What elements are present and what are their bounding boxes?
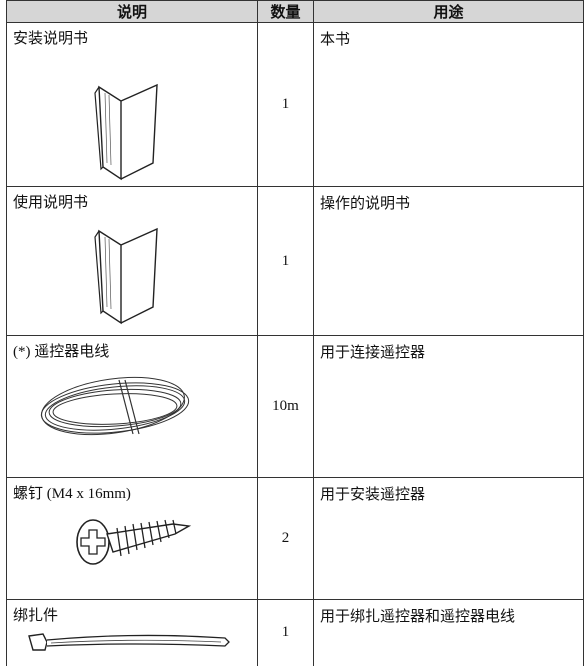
use-cell: 用于连接遥控器: [313, 335, 584, 478]
item-name: 绑扎件: [13, 608, 59, 624]
item-cell: 绑扎件: [6, 599, 258, 666]
item-cell: 使用说明书: [6, 186, 258, 336]
item-cell: 螺钉 (M4 x 16mm): [6, 477, 258, 600]
header-cell: 用途: [313, 0, 584, 23]
use-text: 操作的说明书: [320, 196, 411, 212]
cable-tie-icon: [28, 633, 230, 651]
header-cell: 数量: [257, 0, 314, 23]
header-cell: 说明: [6, 0, 258, 23]
item-name: (*) 遥控器电线: [13, 344, 110, 360]
header-row: 说明 数量 用途: [6, 0, 584, 23]
qty-cell: 2: [257, 477, 314, 600]
use-text: 用于安装遥控器: [320, 487, 426, 503]
item-cell: 安装说明书: [6, 22, 258, 187]
use-cell: 操作的说明书: [313, 186, 584, 336]
use-text: 用于绑扎遥控器和遥控器电线: [320, 609, 516, 625]
row: 安装说明书 1 本书: [6, 22, 584, 187]
booklet-icon: [94, 83, 158, 181]
accessory-table: 说明 数量 用途 安装说明书 1 本书 使用说明书 1 操作的说明书 (*) 遥…: [6, 0, 584, 666]
row: (*) 遥控器电线 10m 用于连接遥控器: [6, 335, 584, 478]
item-name: 螺钉 (M4 x 16mm): [13, 486, 131, 502]
qty-cell: 10m: [257, 335, 314, 478]
booklet-icon: [94, 227, 158, 325]
item-name: 安装说明书: [13, 31, 89, 47]
cable-icon: [40, 376, 190, 436]
row: 绑扎件 1 用于绑扎遥控器和遥控器电线: [6, 599, 584, 666]
use-cell: 用于绑扎遥控器和遥控器电线: [313, 599, 584, 666]
use-text: 用于连接遥控器: [320, 345, 426, 361]
qty-cell: 1: [257, 599, 314, 666]
screw-icon: [76, 519, 192, 565]
item-name: 使用说明书: [13, 195, 89, 211]
row: 螺钉 (M4 x 16mm) 2 用于安装遥控器: [6, 477, 584, 600]
use-cell: 本书: [313, 22, 584, 187]
item-cell: (*) 遥控器电线: [6, 335, 258, 478]
row: 使用说明书 1 操作的说明书: [6, 186, 584, 336]
use-cell: 用于安装遥控器: [313, 477, 584, 600]
use-text: 本书: [320, 32, 351, 48]
qty-cell: 1: [257, 22, 314, 187]
qty-cell: 1: [257, 186, 314, 336]
